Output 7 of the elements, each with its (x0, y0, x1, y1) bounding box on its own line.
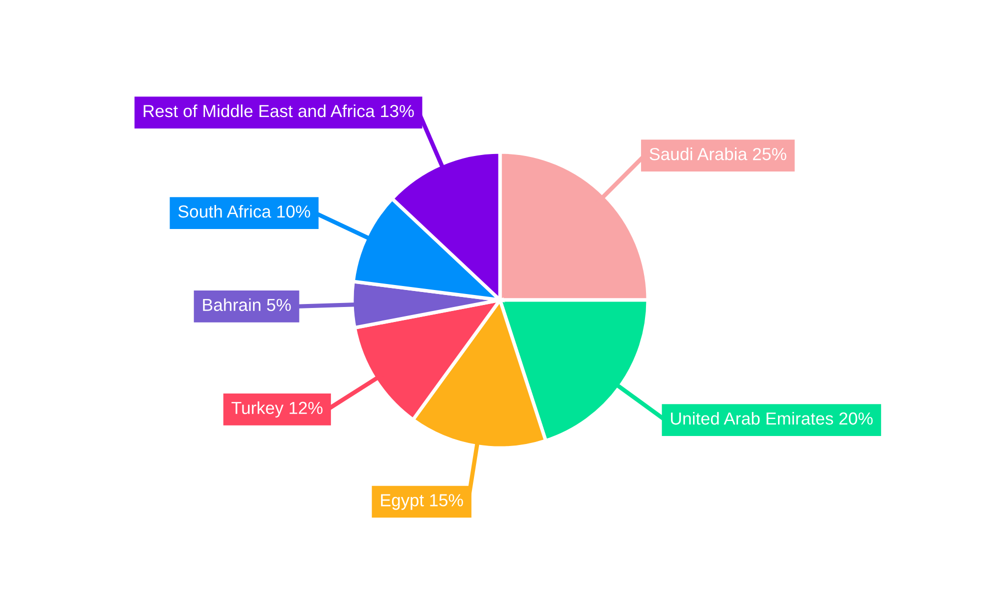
slice-label: Egypt 15% (381, 494, 463, 510)
slice-label: United Arab Emirates 20% (671, 412, 873, 425)
slice-label: Saudi Arabia 25% (650, 147, 786, 160)
slice-label: South Africa 10% (178, 204, 310, 218)
slice-label: Turkey 12% (232, 401, 322, 418)
slice-label: Rest of Middle East and Africa 13% (144, 104, 414, 118)
slice-label: Bahrain 5% (203, 298, 291, 312)
